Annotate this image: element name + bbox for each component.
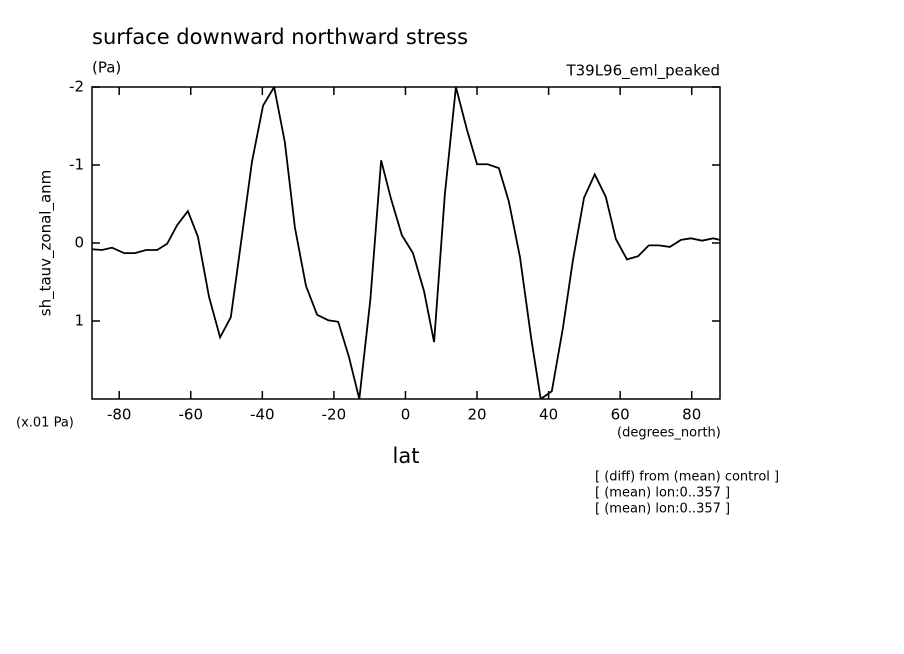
x-tick-label: 40 [539, 406, 558, 424]
x-tick-label: -60 [179, 406, 204, 424]
x-tick-label: -20 [322, 406, 347, 424]
x-unit: (degrees_north) [617, 426, 721, 441]
chart-title: surface downward northward stress [92, 25, 468, 49]
x-tick-label: 60 [611, 406, 630, 424]
y-tick-label: 0 [74, 234, 84, 252]
y-tick-label: 1 [74, 312, 84, 330]
note: [ (diff) from (mean) control ] [595, 470, 779, 485]
note: [ (mean) lon:0..357 ] [595, 486, 730, 501]
x-tick-label: 20 [467, 406, 486, 424]
run-label: T39L96_eml_peaked [565, 62, 720, 81]
x-tick-label: 80 [682, 406, 701, 424]
data-line [92, 87, 720, 399]
chart-subtitle: (Pa) [92, 59, 121, 77]
y-axis-label: sh_tauv_zonal_anm [37, 170, 56, 317]
x-tick-label: 0 [401, 406, 411, 424]
y-unit: (x.01 Pa) [16, 416, 74, 431]
note: [ (mean) lon:0..357 ] [595, 502, 730, 517]
y-tick-label: -2 [69, 78, 84, 96]
x-axis-label: lat [393, 444, 420, 468]
x-tick-label: -40 [250, 406, 275, 424]
x-tick-label: -80 [107, 406, 132, 424]
y-tick-label: -1 [69, 156, 84, 174]
